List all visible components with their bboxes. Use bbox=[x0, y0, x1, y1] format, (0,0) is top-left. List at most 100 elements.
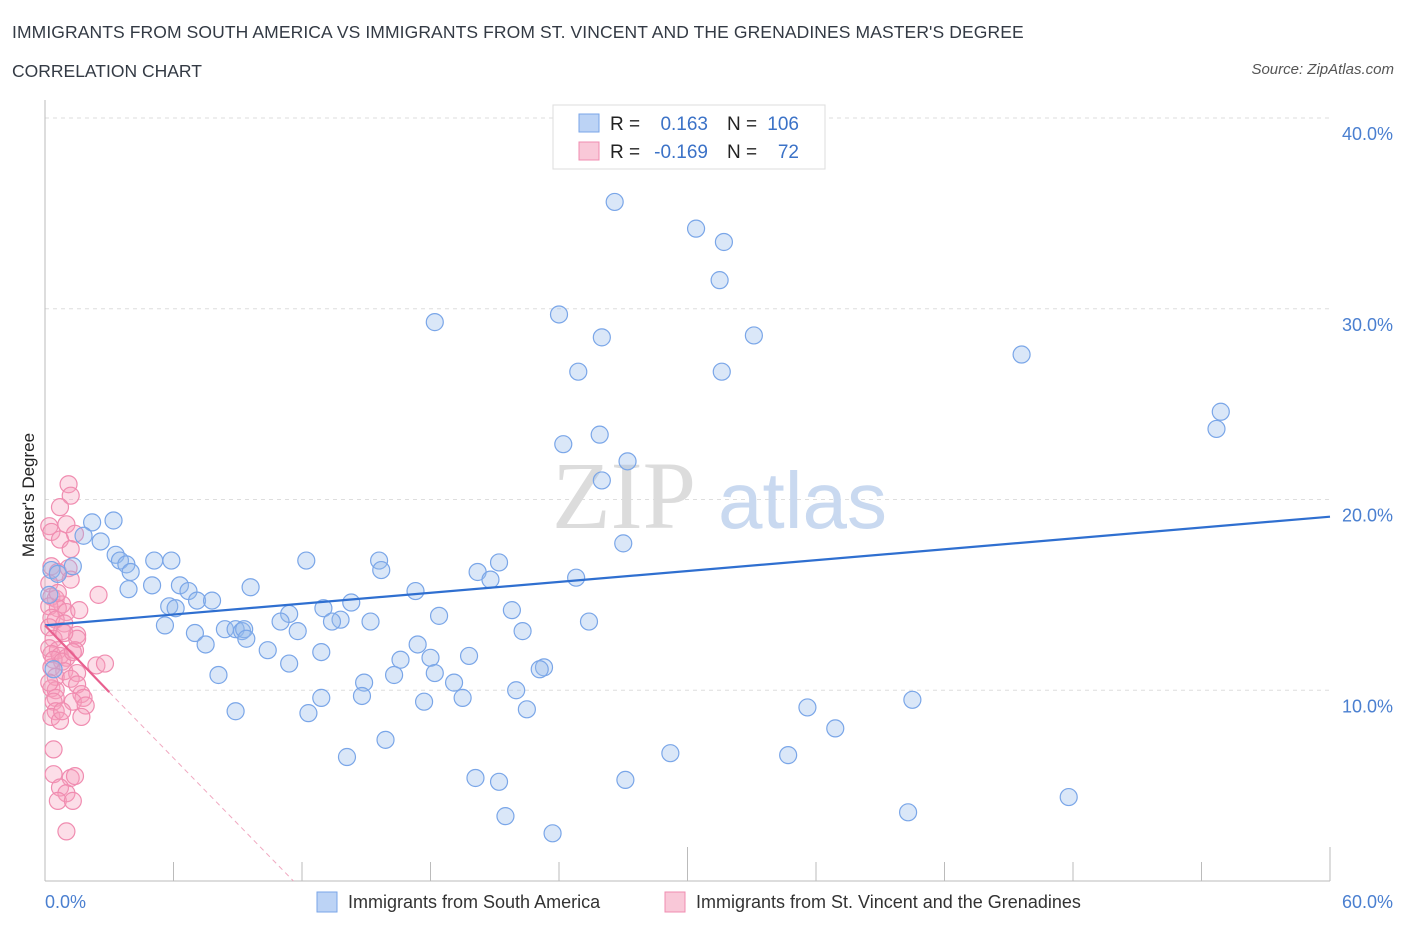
point-svg-66 bbox=[57, 822, 76, 841]
point-svg-0 bbox=[59, 475, 78, 494]
point-svg-19 bbox=[48, 599, 67, 618]
trend-lines bbox=[44, 515, 1331, 882]
point-sa-32 bbox=[121, 562, 140, 582]
point-svg-8 bbox=[61, 539, 80, 559]
point-sa-26 bbox=[162, 551, 181, 570]
point-sa-87 bbox=[517, 700, 536, 719]
point-sa-48 bbox=[502, 601, 521, 620]
point-sa-55 bbox=[579, 612, 599, 631]
point-sa-80 bbox=[507, 681, 526, 700]
point-sa-2 bbox=[714, 232, 734, 252]
point-sa-47 bbox=[314, 599, 333, 618]
point-sa-29 bbox=[63, 557, 82, 576]
source-label: Source: ZipAtlas.com bbox=[1251, 61, 1394, 78]
point-svg-14 bbox=[89, 585, 108, 604]
point-sa-69 bbox=[459, 646, 479, 666]
point-sa-36 bbox=[119, 580, 138, 599]
point-sa-11 bbox=[1211, 402, 1230, 421]
point-sa-8 bbox=[1012, 345, 1031, 364]
point-sa-27 bbox=[297, 551, 316, 570]
point-sa-84 bbox=[453, 688, 472, 707]
bottom-legend-swatch-svg bbox=[664, 891, 686, 913]
point-sa-95 bbox=[466, 768, 485, 788]
legend-swatch-svg bbox=[578, 141, 600, 161]
point-sa-66 bbox=[408, 635, 427, 654]
point-svg-64 bbox=[48, 791, 67, 810]
point-sa-100 bbox=[496, 807, 515, 826]
point-sa-35 bbox=[481, 570, 500, 589]
trend-line-sa bbox=[44, 515, 1331, 627]
point-sa-42 bbox=[187, 591, 207, 610]
point-sa-76 bbox=[384, 665, 404, 685]
y-tick-label-3: 40.0% bbox=[1342, 124, 1393, 144]
legend-box: R = 0.163 N = 106 R = -0.169 N = 72 bbox=[552, 104, 826, 170]
point-sa-46 bbox=[166, 599, 185, 618]
point-svg-53 bbox=[76, 696, 95, 715]
point-sa-70 bbox=[391, 650, 410, 669]
point-sa-1 bbox=[686, 219, 706, 238]
point-sa-20 bbox=[91, 532, 110, 551]
point-sa-39 bbox=[241, 578, 260, 597]
point-svg-1 bbox=[61, 486, 80, 505]
point-sa-4 bbox=[425, 313, 444, 332]
point-sa-10 bbox=[712, 362, 731, 381]
point-sa-91 bbox=[376, 730, 395, 749]
point-sa-54 bbox=[361, 612, 380, 631]
point-sa-81 bbox=[312, 688, 331, 707]
y-axis-label: Master's Degree bbox=[19, 433, 38, 557]
point-sa-21 bbox=[614, 534, 633, 553]
y-tick-label-0: 10.0% bbox=[1342, 696, 1393, 716]
series-svg-points bbox=[40, 475, 115, 841]
chart-subtitle: CORRELATION CHART bbox=[12, 61, 202, 81]
chart-title: IMMIGRANTS FROM SOUTH AMERICA VS IMMIGRA… bbox=[12, 22, 1024, 42]
bottom-legend-swatch-sa bbox=[316, 891, 338, 913]
grid-lines bbox=[45, 117, 1330, 691]
point-sa-71 bbox=[421, 648, 440, 667]
point-sa-94 bbox=[779, 746, 798, 765]
point-sa-97 bbox=[616, 770, 635, 790]
point-sa-77 bbox=[425, 663, 444, 683]
point-svg-70 bbox=[40, 673, 59, 692]
point-sa-61 bbox=[288, 622, 307, 641]
point-sa-82 bbox=[352, 686, 372, 706]
point-sa-68 bbox=[312, 642, 331, 662]
point-sa-17 bbox=[104, 511, 123, 530]
point-sa-75 bbox=[209, 665, 228, 685]
legend-r-value-svg: -0.169 bbox=[654, 142, 708, 163]
point-svg-71 bbox=[53, 702, 72, 721]
point-sa-53 bbox=[322, 612, 342, 631]
point-sa-43 bbox=[202, 591, 222, 610]
trend-line-svg-extension bbox=[108, 691, 294, 882]
bottom-legend: Immigrants from South America Immigrants… bbox=[316, 891, 1081, 913]
point-sa-74 bbox=[530, 660, 549, 679]
point-sa-52 bbox=[271, 612, 290, 631]
point-sa-50 bbox=[429, 606, 449, 625]
point-sa-72 bbox=[280, 654, 299, 673]
point-sa-7 bbox=[744, 326, 763, 345]
point-sa-14 bbox=[554, 435, 573, 454]
x-tick-label-0: 0.0% bbox=[45, 892, 86, 912]
point-sa-13 bbox=[590, 425, 609, 444]
point-sa-78 bbox=[355, 673, 374, 692]
point-sa-3 bbox=[710, 271, 729, 290]
point-sa-38 bbox=[142, 576, 162, 595]
y-tick-label-2: 30.0% bbox=[1342, 315, 1393, 335]
point-sa-98 bbox=[1059, 787, 1078, 807]
point-sa-16 bbox=[592, 471, 611, 490]
point-sa-96 bbox=[489, 772, 509, 791]
point-sa-104 bbox=[40, 585, 59, 604]
point-sa-5 bbox=[549, 305, 569, 324]
point-sa-63 bbox=[185, 623, 205, 643]
point-sa-64 bbox=[237, 629, 256, 648]
point-sa-0 bbox=[605, 192, 624, 212]
point-sa-56 bbox=[155, 616, 175, 635]
point-sa-86 bbox=[299, 704, 318, 723]
point-svg-55 bbox=[42, 707, 61, 727]
legend-r-label-sa: R = bbox=[610, 114, 640, 135]
point-sa-34 bbox=[567, 568, 586, 587]
legend-n-label-svg: N = bbox=[727, 142, 757, 163]
legend-n-value-sa: 106 bbox=[767, 114, 799, 135]
point-svg-2 bbox=[50, 498, 70, 517]
legend-swatch-sa bbox=[578, 113, 600, 133]
point-svg-61 bbox=[65, 766, 85, 786]
